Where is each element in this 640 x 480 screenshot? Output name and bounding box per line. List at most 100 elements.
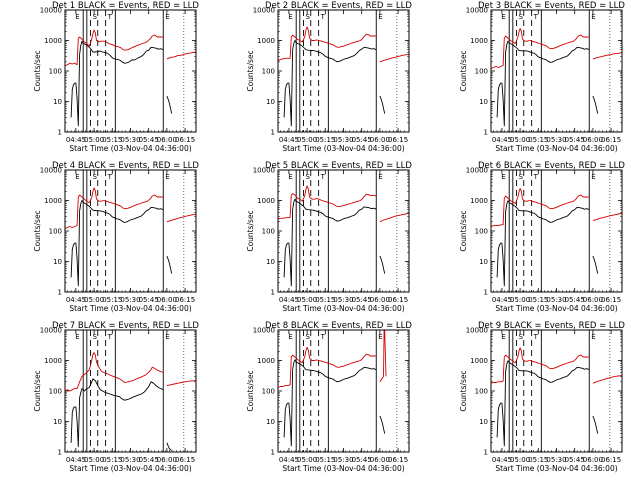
panel-title: Det 4 BLACK = Events, RED = LLD — [52, 161, 199, 171]
y-tick-label: 10000 — [466, 7, 488, 15]
y-tick-label: 100 — [475, 68, 488, 76]
marker-letter: E — [75, 333, 79, 341]
x-tick-label: 06:00 — [157, 296, 177, 304]
y-tick-label: 1 — [271, 129, 275, 137]
x-tick-label: 05:30 — [120, 296, 140, 304]
y-tick-label: 100 — [262, 228, 275, 236]
x-axis-label: Start Time (03-Nov-04 04:36:00) — [69, 464, 191, 473]
y-tick-label: 1000 — [44, 197, 62, 205]
panel-title: Det 2 BLACK = Events, RED = LLD — [265, 1, 412, 11]
x-axis-label: Start Time (03-Nov-04 04:36:00) — [495, 144, 617, 153]
y-tick-label: 1 — [58, 129, 62, 137]
x-tick-label: 05:45 — [352, 136, 372, 144]
y-axis-label: Counts/sec — [246, 370, 255, 411]
x-tick-label: 05:15 — [102, 456, 122, 464]
x-tick-label: 05:15 — [528, 296, 548, 304]
y-tick-label: 100 — [475, 228, 488, 236]
events-series-line — [70, 378, 173, 452]
panel-title: Det 5 BLACK = Events, RED = LLD — [265, 161, 412, 171]
x-tick-label: 04:45 — [66, 136, 86, 144]
y-tick-label: 10000 — [40, 327, 62, 335]
panel-title: Det 1 BLACK = Events, RED = LLD — [52, 1, 199, 11]
y-tick-label: 1 — [58, 449, 62, 457]
marker-letter: E — [165, 333, 169, 341]
marker-letter: T — [320, 333, 326, 341]
x-tick-label: 06:15 — [388, 456, 408, 464]
panel-frame — [64, 169, 197, 293]
marker-letter: E — [75, 173, 79, 181]
panel-plot-area — [65, 10, 196, 132]
panel-frame — [277, 329, 410, 453]
y-tick-label: 100 — [262, 68, 275, 76]
x-tick-label: 06:15 — [175, 136, 195, 144]
events-series-line — [283, 359, 386, 447]
x-axis-label: Start Time (03-Nov-04 04:36:00) — [282, 464, 404, 473]
y-tick-label: 10 — [53, 258, 62, 266]
y-tick-label: 1000 — [257, 37, 275, 45]
y-tick-label: 1000 — [257, 197, 275, 205]
x-tick-label: 05:45 — [352, 296, 372, 304]
y-tick-label: 10 — [479, 98, 488, 106]
y-tick-label: 10 — [266, 98, 275, 106]
panel-det-1: Det 1 BLACK = Events, RED = LLD 1 10 100 100… — [33, 1, 199, 153]
y-tick-label: 10 — [479, 418, 488, 426]
y-axis-label: Counts/sec — [33, 50, 42, 91]
panel-plot-area — [65, 170, 196, 292]
y-tick-label: 10000 — [253, 167, 275, 175]
y-tick-label: 10 — [53, 418, 62, 426]
marker-letter: E — [75, 13, 79, 21]
marker-letter: S — [92, 173, 97, 181]
lld-series-line — [65, 352, 196, 392]
marker-letter: S — [305, 333, 310, 341]
x-tick-label: 04:45 — [492, 296, 512, 304]
x-tick-label: 06:15 — [601, 136, 621, 144]
panel-title: Det 7 BLACK = Events, RED = LLD — [52, 321, 199, 331]
events-series-line — [70, 40, 173, 127]
panel-det-2: Det 2 BLACK = Events, RED = LLD 1 10 100 100… — [246, 1, 412, 153]
panel-det-7: Det 7 BLACK = Events, RED = LLD 1 10 100 100… — [33, 321, 199, 473]
x-tick-label: 06:15 — [388, 296, 408, 304]
panel-frame — [64, 329, 197, 453]
x-tick-label: 06:15 — [601, 296, 621, 304]
marker-letter: E — [378, 13, 382, 21]
events-series-line — [496, 200, 599, 287]
y-tick-label: 1 — [271, 289, 275, 297]
panel-det-3: Det 3 BLACK = Events, RED = LLD 1 10 100 100… — [459, 1, 625, 153]
panel-det-4: Det 4 BLACK = Events, RED = LLD 1 10 100 100… — [33, 161, 199, 313]
x-tick-label: 05:45 — [565, 456, 585, 464]
y-tick-label: 10 — [266, 418, 275, 426]
panel-det-9: Det 9 BLACK = Events, RED = LLD 1 10 100 100… — [459, 321, 625, 473]
x-tick-label: 05:00 — [510, 296, 530, 304]
x-tick-label: 04:45 — [66, 296, 86, 304]
panel-det-8: Det 8 BLACK = Events, RED = LLD 1 10 100 100… — [246, 321, 412, 473]
x-axis-label: Start Time (03-Nov-04 04:36:00) — [69, 144, 191, 153]
lld-series-line — [65, 29, 196, 67]
events-series-line — [496, 360, 599, 447]
marker-letter: S — [92, 13, 97, 21]
y-tick-label: 100 — [49, 388, 62, 396]
y-axis-label: Counts/sec — [459, 370, 468, 411]
panel-plot-area — [491, 330, 622, 452]
y-axis-label: Counts/sec — [246, 50, 255, 91]
x-tick-label: 06:00 — [583, 136, 603, 144]
x-axis-label: Start Time (03-Nov-04 04:36:00) — [69, 304, 191, 313]
x-tick-label: 06:15 — [175, 456, 195, 464]
panel-frame — [490, 9, 623, 133]
x-tick-label: 06:00 — [583, 456, 603, 464]
panel-title: Det 9 BLACK = Events, RED = LLD — [478, 321, 625, 331]
y-tick-label: 100 — [49, 68, 62, 76]
marker-letter: T — [320, 13, 326, 21]
y-tick-label: 1000 — [44, 37, 62, 45]
y-tick-label: 10000 — [40, 7, 62, 15]
x-tick-label: 06:00 — [370, 296, 390, 304]
marker-letter: E — [378, 333, 382, 341]
panel-frame — [277, 169, 410, 293]
x-tick-label: 05:30 — [333, 456, 353, 464]
events-series-line — [283, 40, 386, 127]
marker-letter: T — [533, 13, 539, 21]
lld-series-line — [278, 330, 387, 388]
marker-letter: T — [107, 13, 113, 21]
marker-letter: S — [518, 333, 523, 341]
marker-letter: S — [518, 173, 523, 181]
x-tick-label: 04:45 — [279, 136, 299, 144]
